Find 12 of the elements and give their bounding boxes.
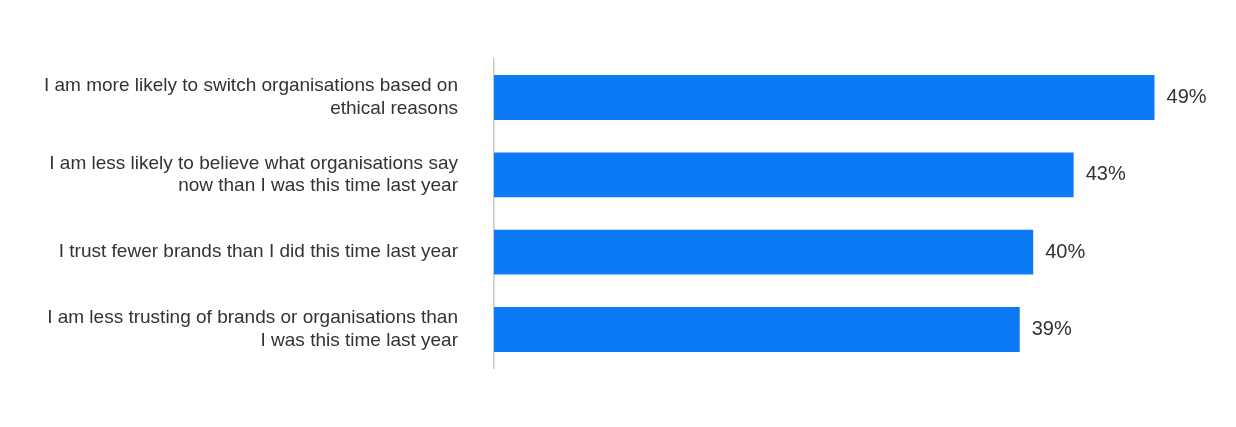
y-tick-label: I am less trusting of brands or organisations than I was this time last year: [47, 306, 459, 351]
data-label: 49%: [1166, 84, 1207, 107]
data-label: 40%: [1045, 239, 1086, 262]
bar: [493, 152, 1074, 198]
data-label: 39%: [1031, 317, 1072, 340]
bar: [493, 307, 1020, 352]
y-tick-label: I trust fewer brands than I did this time last year: [58, 240, 459, 262]
y-tick-label: I am less likely to believe what organisations say now than I was this time last year: [49, 151, 459, 196]
bar: [493, 75, 1155, 120]
y-tick-label: I am more likely to switch organisations based on ethical reasons: [43, 74, 458, 119]
bar: [493, 229, 1034, 275]
data-label: 43%: [1085, 162, 1126, 185]
